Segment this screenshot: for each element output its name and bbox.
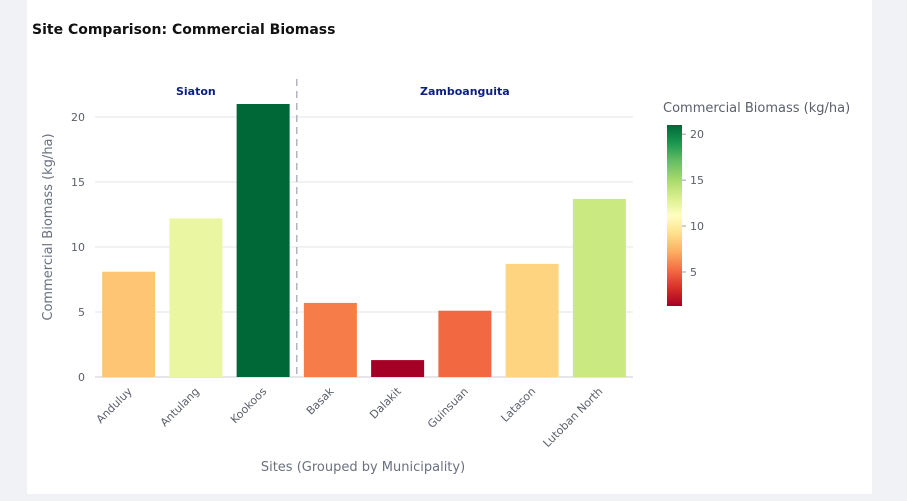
bar-antulang[interactable] [169,218,223,377]
x-tick-label: Latason [498,385,538,425]
colorbar-tick-label: 20 [690,128,704,141]
bar-dalakit[interactable] [371,360,425,377]
bar-guinsuan[interactable] [438,310,492,377]
bar-latason[interactable] [505,263,559,377]
x-axis-title: Sites (Grouped by Municipality) [261,460,465,475]
colorbar-title: Commercial Biomass (kg/ha) [663,101,850,116]
x-tick-label: Anduluy [94,385,135,426]
bar-anduluy[interactable] [102,271,156,377]
colorbar-tick-labels: 5 10 15 20 [682,128,704,279]
x-tick-label: Antulang [158,385,202,429]
bar-kookoos[interactable] [236,104,290,377]
x-tick-label: Kookoos [228,385,269,426]
x-tick-label: Lutoban North [540,385,605,450]
x-tick-labels: Anduluy Antulang Kookoos Basak Dalakit Guinsu… [94,384,606,449]
y-axis-title: Commercial Biomass (kg/ha) [41,133,56,320]
bars [102,104,626,377]
group-label-siaton: Siaton [176,85,216,98]
y-tick-labels: 0 5 10 15 20 [71,111,85,384]
colorbar-tick-label: 10 [690,220,704,233]
y-tick-label: 15 [71,176,85,189]
colorbar [667,125,682,306]
page-title: Site Comparison: Commercial Biomass [32,22,336,38]
x-tick-label: Guinsuan [425,385,471,431]
y-tick-label: 0 [78,371,85,384]
y-tick-label: 10 [71,241,85,254]
group-label-zamboanguita: Zamboanguita [420,85,510,98]
y-tick-label: 20 [71,111,85,124]
group-labels: Siaton Zamboanguita [176,85,510,98]
bar-basak[interactable] [303,302,357,377]
bar-lutoban-north[interactable] [572,198,626,377]
y-tick-label: 5 [78,306,85,319]
colorbar-tick-label: 5 [690,266,697,279]
x-tick-label: Dalakit [367,384,404,421]
x-tick-label: Basak [304,384,337,417]
colorbar-tick-label: 15 [690,174,704,187]
